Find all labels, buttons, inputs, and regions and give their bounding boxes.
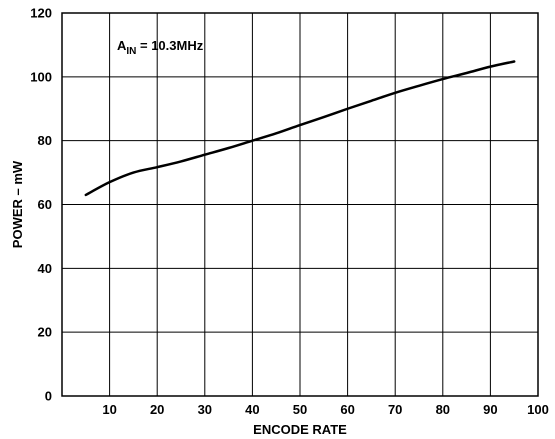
plot-frame bbox=[61, 12, 539, 397]
y-tick-label: 60 bbox=[38, 197, 52, 212]
annotation-rest: = 10.3MHz bbox=[136, 38, 203, 53]
x-tick-label: 100 bbox=[527, 402, 549, 417]
annotation-subscript: IN bbox=[126, 46, 136, 57]
y-tick-labels: 0 20 40 60 80 100 120 bbox=[30, 6, 52, 404]
x-tick-label: 60 bbox=[340, 402, 354, 417]
x-tick-label: 50 bbox=[293, 402, 307, 417]
x-tick-label: 10 bbox=[102, 402, 116, 417]
y-tick-label: 0 bbox=[45, 389, 52, 404]
power-series-line bbox=[84, 60, 516, 197]
annotation-main: A bbox=[117, 38, 127, 53]
y-tick-label: 40 bbox=[38, 261, 52, 276]
y-tick-label: 20 bbox=[38, 325, 52, 340]
series-group bbox=[84, 60, 516, 197]
x-tick-label: 70 bbox=[388, 402, 402, 417]
x-tick-label: 40 bbox=[245, 402, 259, 417]
y-tick-label: 80 bbox=[38, 133, 52, 148]
y-tick-label: 120 bbox=[30, 6, 52, 21]
x-axis-label: ENCODE RATE bbox=[253, 422, 347, 437]
grid bbox=[62, 13, 538, 396]
y-axis-label: POWER – mW bbox=[10, 160, 25, 248]
x-tick-label: 80 bbox=[436, 402, 450, 417]
x-tick-label: 90 bbox=[483, 402, 497, 417]
x-tick-labels: 10 20 30 40 50 60 70 80 90 100 bbox=[102, 402, 548, 417]
input-frequency-annotation: AIN = 10.3MHz bbox=[117, 38, 204, 57]
x-tick-label: 30 bbox=[198, 402, 212, 417]
y-tick-label: 100 bbox=[30, 69, 52, 84]
x-tick-label: 20 bbox=[150, 402, 164, 417]
